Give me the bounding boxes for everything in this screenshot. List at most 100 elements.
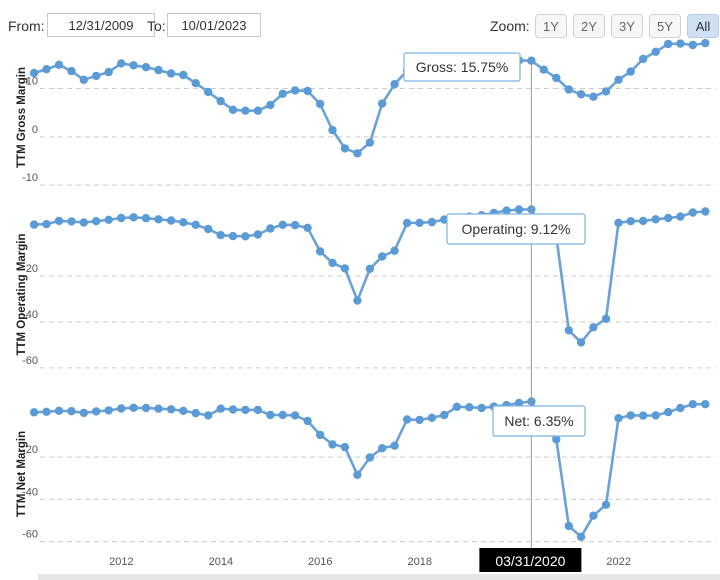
y-axis-title-gross: TTM Gross Margin bbox=[16, 67, 28, 168]
data-point-net bbox=[340, 442, 350, 452]
data-point-gross bbox=[576, 90, 586, 99]
data-point-operating bbox=[79, 218, 89, 227]
data-point-gross bbox=[92, 71, 101, 81]
y-tick-label-gross: -10 bbox=[22, 172, 38, 184]
data-point-net bbox=[564, 521, 573, 531]
tooltip-text-gross: Gross: 15.75% bbox=[416, 59, 509, 75]
data-point-operating bbox=[253, 230, 263, 239]
zoom-all-button[interactable]: All bbox=[687, 14, 719, 38]
data-point-operating bbox=[564, 326, 573, 335]
y-tick-label-operating: -20 bbox=[22, 263, 38, 275]
data-point-operating bbox=[626, 217, 635, 226]
data-point-net bbox=[228, 405, 238, 414]
data-point-net bbox=[117, 404, 126, 413]
zoom-1y-button[interactable]: 1Y bbox=[535, 14, 567, 38]
data-point-operating bbox=[67, 217, 76, 226]
data-point-operating bbox=[601, 314, 611, 323]
data-point-net bbox=[415, 415, 424, 425]
data-point-gross bbox=[179, 70, 188, 80]
data-point-net bbox=[576, 532, 586, 541]
data-point-operating bbox=[378, 252, 387, 261]
data-point-gross bbox=[353, 149, 362, 158]
from-label: From: bbox=[8, 18, 45, 34]
data-point-gross bbox=[701, 38, 710, 48]
to-date-input[interactable]: 10/01/2023 bbox=[167, 13, 261, 37]
tooltip-text-net: Net: 6.35% bbox=[504, 413, 573, 429]
to-label: To: bbox=[147, 18, 166, 34]
y-tick-label-net: -20 bbox=[22, 444, 38, 456]
data-point-gross bbox=[79, 75, 89, 85]
data-point-gross bbox=[601, 87, 611, 96]
data-point-net bbox=[452, 402, 461, 411]
zoom-3y-button[interactable]: 3Y bbox=[611, 14, 643, 38]
data-point-gross bbox=[154, 65, 163, 75]
data-point-operating bbox=[204, 224, 213, 234]
x-tick-label: 2018 bbox=[408, 556, 432, 568]
data-point-net bbox=[390, 441, 399, 450]
data-point-gross bbox=[166, 69, 176, 78]
zoom-2y-button[interactable]: 2Y bbox=[573, 14, 605, 38]
data-point-operating bbox=[365, 264, 375, 273]
data-point-gross bbox=[141, 62, 151, 72]
data-point-net bbox=[626, 411, 635, 420]
data-point-operating bbox=[166, 216, 176, 225]
data-point-operating bbox=[427, 217, 437, 227]
data-point-net bbox=[614, 414, 623, 423]
data-point-operating bbox=[54, 216, 64, 226]
crosshair-date-box bbox=[479, 548, 582, 572]
data-point-net bbox=[638, 411, 648, 420]
data-point-operating bbox=[353, 296, 362, 305]
data-point-net bbox=[465, 403, 474, 412]
data-point-gross bbox=[539, 65, 548, 74]
data-point-operating bbox=[415, 218, 424, 227]
date-range-toolbar: From: 12/31/2009 To: 10/01/2023 Zoom: 1Y… bbox=[0, 0, 720, 46]
data-point-operating bbox=[278, 220, 287, 229]
data-point-operating bbox=[638, 216, 648, 226]
data-point-net bbox=[328, 440, 337, 449]
data-point-gross bbox=[328, 125, 337, 135]
data-point-operating bbox=[129, 213, 138, 222]
y-axis-title-net: TTM Net Margin bbox=[16, 431, 28, 517]
data-point-net bbox=[601, 500, 611, 509]
data-point-net bbox=[315, 430, 325, 440]
data-point-gross bbox=[228, 105, 238, 115]
data-point-gross bbox=[676, 39, 685, 48]
data-point-net bbox=[676, 403, 685, 413]
data-point-net bbox=[54, 406, 64, 415]
from-date-input[interactable]: 12/31/2009 bbox=[47, 13, 155, 37]
data-point-operating bbox=[664, 213, 673, 223]
data-point-operating bbox=[589, 323, 598, 332]
y-tick-label-gross: 10 bbox=[26, 76, 38, 88]
data-point-gross bbox=[564, 85, 573, 94]
data-point-net bbox=[378, 444, 387, 453]
data-point-net bbox=[402, 415, 412, 424]
data-point-net bbox=[166, 405, 176, 414]
y-tick-label-operating: -40 bbox=[22, 309, 38, 321]
data-point-operating bbox=[651, 215, 660, 224]
data-point-operating bbox=[191, 220, 200, 229]
navigator-scrollbar[interactable] bbox=[38, 574, 720, 580]
data-point-net bbox=[154, 404, 163, 413]
data-point-operating bbox=[303, 223, 312, 232]
data-point-gross bbox=[278, 89, 287, 99]
y-tick-label-net: -40 bbox=[22, 486, 38, 498]
data-point-operating bbox=[92, 217, 101, 226]
data-point-operating bbox=[228, 231, 238, 241]
data-point-gross bbox=[527, 56, 536, 65]
data-point-net bbox=[79, 408, 89, 418]
data-point-net bbox=[241, 405, 250, 415]
data-point-net bbox=[440, 410, 449, 420]
data-point-net bbox=[353, 470, 362, 479]
data-point-operating bbox=[266, 224, 275, 233]
data-point-gross bbox=[390, 80, 399, 89]
zoom-5y-button[interactable]: 5Y bbox=[649, 14, 681, 38]
data-point-net bbox=[688, 400, 697, 409]
data-point-gross bbox=[365, 138, 375, 147]
data-point-net bbox=[67, 407, 76, 416]
data-point-operating bbox=[241, 232, 250, 241]
data-point-operating bbox=[29, 220, 39, 229]
data-point-net bbox=[664, 407, 673, 417]
data-point-operating bbox=[614, 218, 623, 227]
data-point-operating bbox=[179, 218, 188, 227]
